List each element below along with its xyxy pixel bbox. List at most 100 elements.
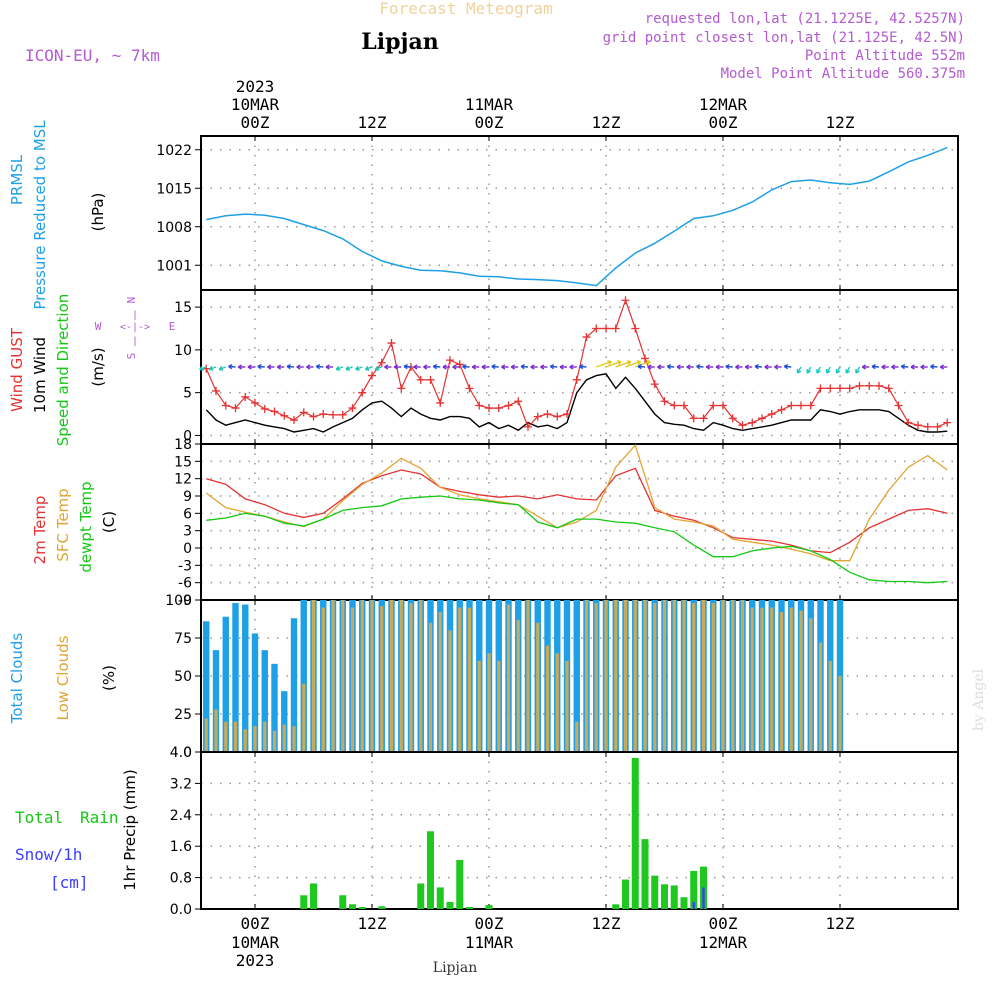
pressure-unit: (hPa) [89, 193, 107, 232]
wind-direction-arrowhead [607, 360, 612, 366]
wind-direction-arrowhead [764, 364, 769, 370]
total-label: Total [15, 808, 63, 827]
wind-direction-arrowhead [540, 364, 545, 370]
bottom-hour-label: 00Z [475, 914, 504, 933]
low-clouds-bar [565, 660, 569, 752]
gust-marker [797, 401, 805, 410]
sfc-temp-line [205, 443, 948, 562]
wind-direction-arrowhead [715, 364, 720, 370]
gust-marker [806, 401, 815, 410]
y-tick-label: 3.2 [170, 776, 192, 792]
wind-direction-arrowhead [413, 364, 418, 370]
wind-direction-arrowhead [891, 364, 896, 370]
wind-direction-arrowhead [374, 365, 380, 371]
gust-marker [923, 422, 932, 431]
low-clouds-bar [272, 730, 277, 752]
dewpt-label: dewpt Temp [77, 481, 95, 572]
low-clouds-bar [448, 630, 452, 752]
wind-direction-arrowhead [676, 364, 681, 370]
gust-marker [426, 375, 435, 384]
wind-direction-arrowhead [696, 364, 701, 370]
wind-direction-arrowhead [530, 364, 535, 370]
total-clouds-bar [212, 650, 220, 752]
low-clouds-bar [497, 660, 501, 752]
low-clouds-bar [360, 600, 364, 752]
low-clouds-bar [740, 600, 745, 752]
low-clouds-bar [545, 645, 550, 752]
wind-direction-arrow [625, 360, 641, 368]
low-clouds-bar [263, 721, 267, 752]
wind-direction-arrowhead [910, 364, 915, 370]
low-clouds-bar [672, 600, 676, 752]
wind-direction-arrowhead [835, 369, 841, 374]
y-tick-label: 3 [183, 524, 192, 540]
snow-bar [692, 901, 695, 909]
compass-west: W [95, 320, 102, 333]
wind-direction-arrowhead [403, 364, 408, 370]
sfc-temp-label: SFC Temp [54, 488, 72, 561]
compass-north: N [125, 297, 138, 304]
low-clouds-bar [302, 683, 306, 752]
top-year-label: 2023 [236, 77, 275, 96]
low-clouds-bar [711, 603, 715, 752]
top-day-label: 10MAR [231, 95, 280, 114]
y-tick-label: 1015 [156, 181, 192, 197]
y-tick-label: 0 [183, 541, 192, 557]
gust-marker [582, 333, 591, 342]
bottom-hour-label: 12Z [358, 914, 387, 933]
gust-marker [709, 401, 718, 410]
low-clouds-bar [487, 653, 491, 752]
low-clouds-bar [321, 607, 325, 752]
gust-marker [777, 405, 786, 414]
wind-direction-arrowhead [744, 364, 750, 370]
wind-direction-arrowhead [816, 369, 821, 374]
rain-bar [446, 901, 454, 909]
bottom-year-label: 2023 [236, 951, 275, 970]
y-tick-label: 15 [174, 300, 192, 316]
wind-direction-arrowhead [452, 364, 457, 370]
snow-unit: [cm] [50, 873, 89, 892]
gust-marker [446, 356, 454, 365]
low-clouds-bar [662, 600, 667, 752]
gust-marker [290, 416, 298, 425]
low-clouds-bar [536, 622, 540, 752]
y-tick-label: 0 [183, 428, 192, 444]
rain-bar [631, 757, 639, 909]
total-clouds-bar [232, 603, 239, 752]
low-clouds-bar [760, 607, 764, 752]
gust-marker [533, 412, 542, 421]
gust-marker [260, 404, 269, 413]
total-clouds-bar [261, 650, 268, 752]
low-clouds-bar [799, 610, 803, 752]
total-clouds-bar [573, 600, 580, 752]
requested-coords: requested lon,lat (21.1225E, 42.5257N) [645, 11, 965, 27]
gust-marker [494, 404, 503, 413]
gust-marker [592, 324, 601, 333]
wind-direction-arrow [635, 360, 651, 368]
wind-direction-arrowhead [646, 360, 651, 366]
wind-direction-arrowhead [355, 365, 360, 371]
clouds-panel: 0 25 50 75 100 [165, 593, 959, 761]
total-clouds-bar [271, 663, 278, 752]
gust-marker [816, 384, 825, 393]
y-tick-label: 0 [183, 745, 192, 761]
total-clouds-label: Total Clouds [8, 633, 26, 725]
point-altitude: Point Altitude 552m [805, 48, 965, 64]
low-clouds-bar [233, 721, 238, 752]
low-clouds-bar [779, 612, 784, 752]
wind-direction-arrowhead [364, 365, 370, 371]
gust-marker [524, 422, 532, 431]
gust-marker [299, 408, 308, 417]
y-tick-label: 50 [174, 669, 192, 685]
low-clouds-bar [750, 607, 754, 752]
y-tick-label: -6 [178, 576, 192, 592]
top-hour-label: 12Z [358, 113, 387, 132]
model-point-altitude: Model Point Altitude 560.375m [721, 66, 965, 82]
wind-direction-arrowhead [218, 365, 224, 371]
rain-bar [349, 904, 356, 909]
low-clouds-bar [731, 600, 735, 752]
wind-direction-arrowhead [806, 369, 812, 374]
gust-marker [377, 358, 386, 367]
t2m-line [206, 467, 948, 554]
